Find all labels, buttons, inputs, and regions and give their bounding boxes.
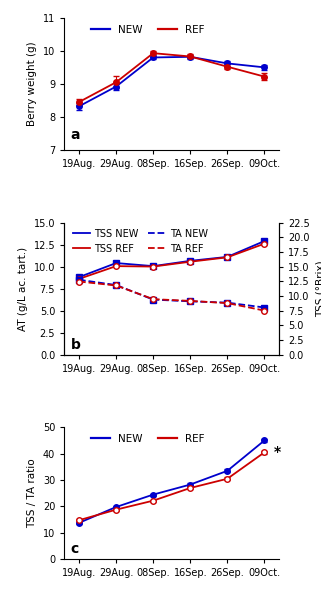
Text: *: *: [274, 445, 281, 459]
Legend: NEW, REF: NEW, REF: [87, 430, 209, 448]
Text: c: c: [71, 541, 79, 556]
Legend: NEW, REF: NEW, REF: [87, 20, 209, 39]
Y-axis label: Berry weight (g): Berry weight (g): [27, 42, 37, 126]
Y-axis label: TSS (°Brix): TSS (°Brix): [316, 260, 321, 317]
Y-axis label: TSS / TA ratio: TSS / TA ratio: [27, 459, 37, 528]
Text: a: a: [71, 129, 80, 142]
Text: b: b: [71, 339, 81, 352]
Legend: TSS NEW, TSS REF, TA NEW, TA REF: TSS NEW, TSS REF, TA NEW, TA REF: [69, 225, 212, 258]
Y-axis label: AT (g/L ac. tart.): AT (g/L ac. tart.): [18, 246, 28, 331]
